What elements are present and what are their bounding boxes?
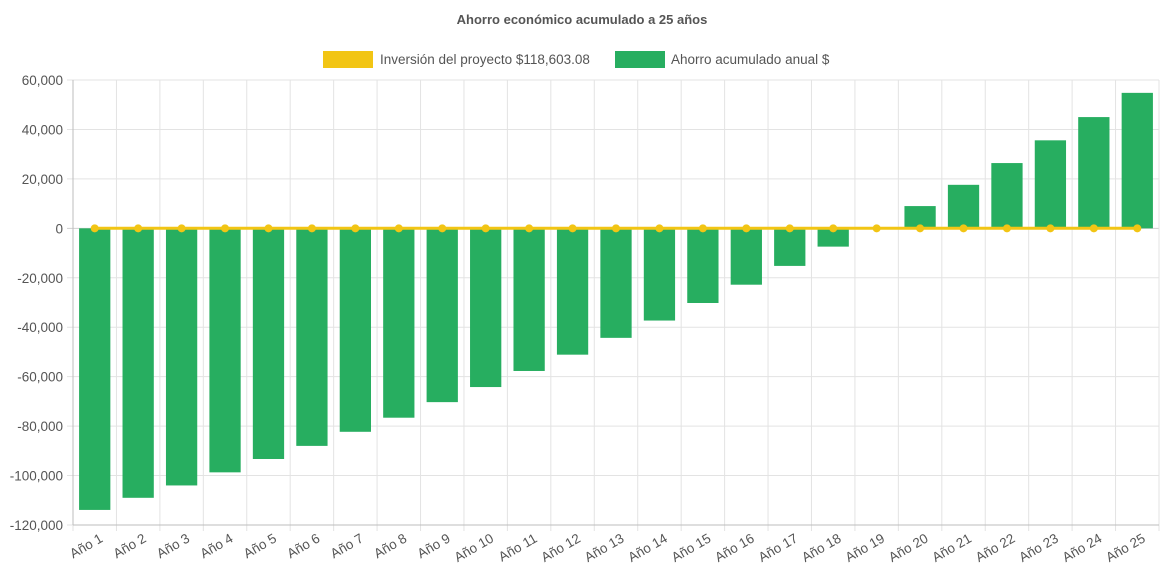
bar[interactable] <box>209 228 241 473</box>
line-point[interactable] <box>438 224 447 233</box>
bar[interactable] <box>122 228 154 498</box>
y-tick-label: -100,000 <box>10 469 63 484</box>
y-tick-label: 40,000 <box>22 122 63 137</box>
x-tick-label: Año 2 <box>111 531 149 562</box>
x-tick-label: Año 16 <box>712 531 757 565</box>
chart-title: Ahorro económico acumulado a 25 años <box>457 12 708 27</box>
y-tick-label: -40,000 <box>17 320 63 335</box>
y-tick-label: -120,000 <box>10 518 63 533</box>
line-point[interactable] <box>655 224 664 233</box>
x-tick-label: Año 5 <box>241 531 279 562</box>
bar[interactable] <box>1078 117 1110 229</box>
bar[interactable] <box>991 163 1023 229</box>
x-axis: Año 1 Año 2 Año 3 Año 4 Año 5 Año 6 Año 7 Año 8… <box>67 530 1148 565</box>
x-tick-label: Año 1 <box>67 531 105 562</box>
line-point[interactable] <box>525 224 534 233</box>
line-point[interactable] <box>264 224 273 233</box>
line-point[interactable] <box>872 224 881 233</box>
x-tick-label: Año 12 <box>538 531 583 565</box>
line-point[interactable] <box>1046 224 1055 233</box>
line-point[interactable] <box>1089 224 1098 233</box>
x-tick-label: Año 6 <box>284 531 322 562</box>
line-point[interactable] <box>481 224 490 233</box>
line-layer <box>90 224 1142 233</box>
bar[interactable] <box>643 228 676 321</box>
bar[interactable] <box>774 228 806 266</box>
bar[interactable] <box>165 228 198 486</box>
line-point[interactable] <box>698 224 707 233</box>
x-tick-label: Año 9 <box>415 531 453 562</box>
bar[interactable] <box>904 206 936 229</box>
x-tick-label: Año 11 <box>496 531 540 565</box>
x-tick-label: Año 10 <box>452 531 497 565</box>
legend-swatch[interactable] <box>615 51 665 68</box>
bar[interactable] <box>600 228 632 338</box>
y-tick-label: 0 <box>55 221 63 236</box>
line-point[interactable] <box>916 224 925 233</box>
y-tick-label: -60,000 <box>17 370 63 385</box>
legend-label[interactable]: Ahorro acumulado anual $ <box>671 52 830 67</box>
bar[interactable] <box>947 184 980 229</box>
line-point[interactable] <box>829 224 838 233</box>
line-point[interactable] <box>351 224 360 233</box>
line-point[interactable] <box>568 224 577 233</box>
bar[interactable] <box>339 228 371 432</box>
x-tick-label: Año 13 <box>582 531 627 565</box>
x-tick-label: Año 3 <box>154 531 192 562</box>
x-tick-label: Año 20 <box>886 531 931 565</box>
line-point[interactable] <box>394 224 403 233</box>
line-point[interactable] <box>959 224 968 233</box>
x-tick-label: Año 18 <box>799 531 844 565</box>
x-tick-label: Año 21 <box>929 531 974 565</box>
y-tick-label: -80,000 <box>17 419 63 434</box>
x-tick-label: Año 14 <box>625 530 670 565</box>
y-tick-label: 60,000 <box>22 73 63 88</box>
y-tick-label: -20,000 <box>17 271 63 286</box>
bar[interactable] <box>296 228 328 446</box>
legend-swatch[interactable] <box>323 51 373 68</box>
x-tick-label: Año 4 <box>197 530 235 561</box>
x-tick-label: Año 25 <box>1103 531 1148 565</box>
line-point[interactable] <box>307 224 316 233</box>
legend-label[interactable]: Inversión del proyecto $118,603.08 <box>380 52 590 67</box>
line-point[interactable] <box>785 224 794 233</box>
bar[interactable] <box>556 228 589 355</box>
x-tick-label: Año 15 <box>669 531 714 565</box>
line-point[interactable] <box>742 224 751 233</box>
line-point[interactable] <box>612 224 620 233</box>
line-point[interactable] <box>1002 224 1011 233</box>
bar[interactable] <box>383 228 415 418</box>
x-tick-label: Año 22 <box>973 531 1018 565</box>
bar[interactable] <box>1034 140 1067 229</box>
bars-layer <box>79 92 1153 510</box>
line-point[interactable] <box>221 224 230 233</box>
line-point[interactable] <box>177 224 186 233</box>
bar[interactable] <box>252 228 285 459</box>
x-tick-label: Año 19 <box>843 531 888 565</box>
x-tick-label: Año 24 <box>1060 530 1105 565</box>
bar[interactable] <box>730 228 762 285</box>
bar[interactable] <box>426 228 458 403</box>
bar[interactable] <box>79 228 111 510</box>
line-point[interactable] <box>1133 224 1142 233</box>
bar[interactable] <box>513 228 545 371</box>
bar[interactable] <box>687 228 719 303</box>
x-tick-label: Año 23 <box>1016 531 1061 565</box>
x-tick-label: Año 17 <box>756 531 801 565</box>
x-tick-label: Año 7 <box>328 531 366 562</box>
bar[interactable] <box>470 228 502 388</box>
grid-layer <box>67 79 1160 531</box>
bar[interactable] <box>817 228 849 247</box>
y-axis: 60,000 40,000 20,000 0 -20,000 -40,000 -60,000… <box>10 73 63 533</box>
line-point[interactable] <box>90 224 99 233</box>
line-point[interactable] <box>134 224 143 233</box>
bar[interactable] <box>1121 92 1153 229</box>
x-tick-label: Año 8 <box>371 531 409 562</box>
legend[interactable]: Inversión del proyecto $118,603.08 Ahorro… <box>323 51 830 68</box>
y-tick-label: 20,000 <box>22 172 63 187</box>
